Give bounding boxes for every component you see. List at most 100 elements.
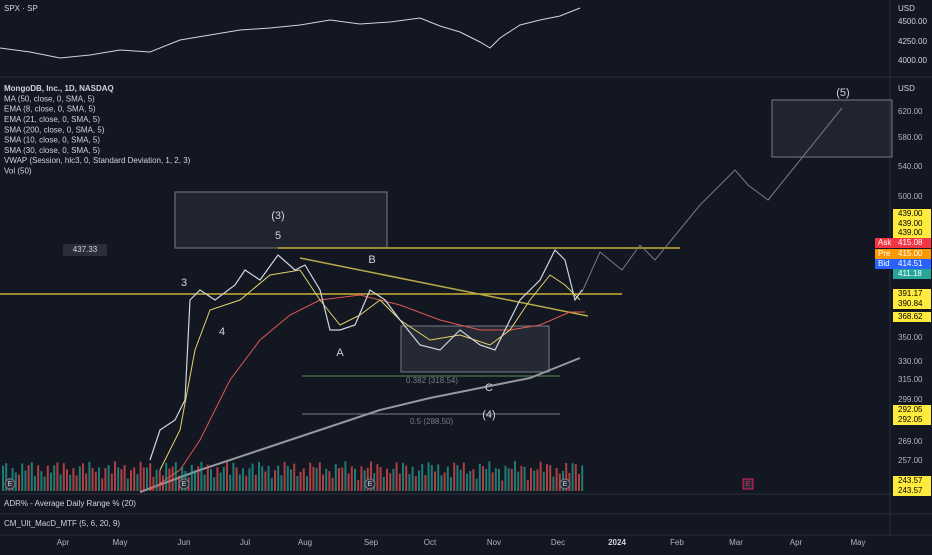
volume-bar	[581, 465, 584, 491]
volume-bar	[389, 473, 392, 491]
volume-bar	[350, 466, 353, 491]
volume-bar	[475, 478, 478, 491]
volume-bar	[14, 472, 17, 491]
volume-bar	[216, 467, 219, 491]
volume-bar	[286, 466, 289, 491]
quote-badge	[875, 238, 931, 248]
volume-bar	[82, 463, 84, 491]
wave-label: B	[368, 254, 375, 266]
volume-bar	[363, 470, 366, 491]
volume-bar	[270, 477, 273, 491]
earnings-label: E	[563, 481, 568, 488]
volume-bar	[386, 468, 388, 491]
volume-bar	[402, 462, 404, 491]
volume-bar	[203, 474, 206, 491]
currency: USD	[898, 4, 915, 13]
volume-bar	[325, 468, 328, 491]
volume-bar	[376, 464, 379, 491]
time-label: Nov	[487, 538, 501, 547]
volume-bar	[501, 480, 504, 491]
earnings-label: E	[746, 481, 751, 488]
volume-bar	[235, 467, 238, 491]
earnings-marker	[4, 478, 16, 490]
volume-bar	[190, 464, 193, 491]
legend-line: EMA (8, close, 0, SMA, 5)	[4, 105, 96, 114]
legend-line: SMA (200, close, 0, SMA, 5)	[4, 125, 105, 134]
volume-bar	[75, 475, 78, 491]
axis-label: 439.00	[898, 228, 923, 237]
volume-bar	[50, 472, 52, 491]
time-label: Oct	[424, 538, 437, 547]
axis-label: 315.00	[898, 375, 923, 384]
earnings-label: E	[368, 481, 373, 488]
volume-bar	[213, 477, 216, 491]
time-label: Jul	[240, 538, 250, 547]
legend-line: MongoDB, Inc., 1D, NASDAQ	[4, 84, 114, 93]
axis-label: 257.00	[898, 456, 923, 465]
volume-bar	[277, 465, 280, 491]
volume-bar	[136, 474, 139, 491]
volume-bar	[434, 471, 436, 491]
wave-label: 4	[219, 326, 225, 338]
volume-bar	[328, 471, 331, 491]
volume-bar	[382, 476, 385, 491]
volume-bar	[267, 465, 270, 491]
legend-line: EMA (21, close, 0, SMA, 5)	[4, 115, 100, 124]
fib-label: 0.382 (318.54)	[406, 376, 458, 385]
volume-bar	[94, 471, 97, 491]
axis-label: 292.05	[898, 405, 923, 414]
volume-bar	[427, 462, 430, 491]
price-badge	[893, 228, 931, 238]
volume-bar	[421, 464, 424, 491]
volume-bar	[536, 469, 539, 491]
axis-label: 390.84	[898, 299, 923, 308]
volume-bar	[251, 463, 254, 491]
earnings-marker	[559, 478, 571, 490]
volume-bar	[466, 473, 468, 491]
earnings-label: E	[182, 481, 187, 488]
ema-line	[159, 269, 581, 471]
volume-bar	[552, 476, 555, 491]
volume-bar	[526, 479, 529, 491]
axis-label: 580.00	[898, 133, 923, 142]
wave-label: C	[485, 382, 493, 394]
axis-label: 330.00	[898, 357, 923, 366]
axis-label: 368.62	[898, 312, 923, 321]
time-label: Apr	[790, 538, 803, 547]
volume-bar	[46, 465, 49, 491]
volume-bar	[114, 461, 116, 491]
volume-bar	[430, 464, 433, 491]
volume-bar	[411, 466, 414, 491]
volume-bar	[306, 476, 308, 491]
level-badge	[63, 244, 107, 256]
volume-bar	[462, 462, 465, 491]
volume-bar	[261, 466, 264, 491]
volume-bar	[24, 470, 27, 491]
volume-bar	[168, 468, 171, 491]
price-badge	[893, 269, 931, 279]
volume-bar	[379, 466, 382, 491]
volume-bar	[472, 469, 475, 491]
volume-bar	[530, 467, 532, 491]
quote-price: 415.08	[898, 238, 923, 247]
range-box	[400, 325, 550, 373]
volume-bar	[469, 471, 472, 491]
volume-bar	[482, 466, 484, 491]
volume-bar	[101, 478, 104, 491]
volume-bar	[341, 467, 344, 491]
volume-bar	[331, 477, 334, 491]
volume-bar	[254, 474, 257, 491]
volume-bar	[549, 465, 552, 491]
legend-line: VWAP (Session, hlc3, 0, Standard Deviati…	[4, 156, 191, 165]
volume-bar	[88, 461, 91, 491]
price-badge	[893, 312, 931, 322]
volume-bar	[424, 475, 427, 491]
volume-bar	[248, 468, 251, 491]
time-label: Jun	[178, 538, 191, 547]
volume-bar	[85, 473, 88, 491]
volume-bar	[494, 468, 497, 491]
volume-bar	[229, 474, 232, 491]
legend-line: SMA (30, close, 0, SMA, 5)	[4, 146, 100, 155]
volume-bar	[309, 462, 312, 491]
currency: USD	[898, 84, 915, 93]
